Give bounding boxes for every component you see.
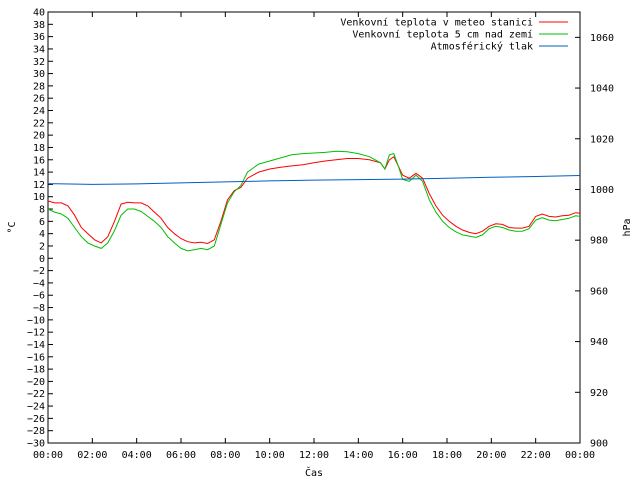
y-left-tick-label: 10 xyxy=(33,192,45,203)
y-left-ticks: −30−28−26−24−22−20−18−16−14−12−10−8−6−4−… xyxy=(27,8,53,450)
x-tick-label: 14:00 xyxy=(343,450,373,461)
y-left-tick-label: 36 xyxy=(33,32,45,43)
y-left-tick-label: −4 xyxy=(33,278,45,289)
legend-label: Venkovní teplota 5 cm nad zemí xyxy=(352,29,533,41)
y-left-tick-label: −28 xyxy=(27,426,45,437)
y-left-tick-label: 24 xyxy=(33,106,45,117)
y-left-tick-label: −16 xyxy=(27,352,45,363)
legend-label: Venkovní teplota v meteo stanici xyxy=(340,17,533,29)
y-right-tick-label: 1000 xyxy=(590,185,614,196)
y-left-tick-label: 6 xyxy=(39,217,45,228)
y-right-ticks: 900 920 940 960 980 1000 1020 1040 1060 xyxy=(575,33,614,450)
series-layer xyxy=(47,150,581,252)
y-left-tick-label: −10 xyxy=(27,315,45,326)
y-right-tick-label: 960 xyxy=(590,286,608,297)
y-left-tick-label: 32 xyxy=(33,57,45,68)
x-tick-label: 04:00 xyxy=(122,450,152,461)
y-left-tick-label: 34 xyxy=(33,44,45,55)
y-right-tick-label: 1060 xyxy=(590,33,614,44)
y-left-tick-label: 2 xyxy=(39,241,45,252)
y-right-tick-label: 940 xyxy=(590,337,608,348)
x-axis-label: Čas xyxy=(305,466,323,479)
y-left-tick-label: −14 xyxy=(27,340,45,351)
y-left-tick-label: 22 xyxy=(33,118,45,129)
y-left-tick-label: 12 xyxy=(33,180,45,191)
y-left-tick-label: −12 xyxy=(27,328,45,339)
x-tick-label: 12:00 xyxy=(299,450,329,461)
y-left-tick-label: 28 xyxy=(33,81,45,92)
y-right-tick-label: 1020 xyxy=(590,134,614,145)
y-left-tick-label: 14 xyxy=(33,168,45,179)
series-line-3 xyxy=(47,175,581,185)
y-left-tick-label: 26 xyxy=(33,94,45,105)
y-left-tick-label: 16 xyxy=(33,155,45,166)
y-right-tick-label: 900 xyxy=(590,439,608,450)
x-ticks: 00:00 02:00 04:00 06:00 08:00 10:00 12:00 14:00… xyxy=(33,12,595,461)
x-tick-label: 16:00 xyxy=(388,450,418,461)
y-left-tick-label: −6 xyxy=(33,291,45,302)
y-left-tick-label: −2 xyxy=(33,266,45,277)
y-left-tick-label: −30 xyxy=(27,439,45,450)
legend: Venkovní teplota v meteo staniciVenkovní… xyxy=(340,17,568,53)
y-left-tick-label: −22 xyxy=(27,389,45,400)
x-tick-label: 06:00 xyxy=(166,450,196,461)
y-left-axis-label: °C xyxy=(7,221,18,233)
x-tick-label: 02:00 xyxy=(77,450,107,461)
y-left-tick-label: 18 xyxy=(33,143,45,154)
series-line-2 xyxy=(47,150,581,252)
x-tick-label: 00:00 xyxy=(565,450,595,461)
y-right-tick-label: 980 xyxy=(590,236,608,247)
x-tick-label: 22:00 xyxy=(521,450,551,461)
y-right-axis-label: hPa xyxy=(622,218,633,236)
y-left-tick-label: 30 xyxy=(33,69,45,80)
x-tick-label: 18:00 xyxy=(432,450,462,461)
legend-label: Atmosférický tlak xyxy=(431,41,533,53)
y-right-tick-label: 920 xyxy=(590,388,608,399)
y-left-tick-label: −26 xyxy=(27,414,45,425)
y-left-tick-label: −24 xyxy=(27,402,45,413)
y-left-tick-label: −18 xyxy=(27,365,45,376)
y-left-tick-label: −20 xyxy=(27,377,45,388)
x-tick-label: 20:00 xyxy=(476,450,506,461)
y-left-tick-label: 8 xyxy=(39,205,45,216)
y-left-tick-label: 40 xyxy=(33,8,45,19)
y-left-tick-label: 0 xyxy=(39,254,45,265)
y-left-tick-label: 38 xyxy=(33,20,45,31)
x-tick-label: 10:00 xyxy=(255,450,285,461)
y-right-tick-label: 1040 xyxy=(590,84,614,95)
series-line-1 xyxy=(47,155,581,245)
x-tick-label: 00:00 xyxy=(33,450,63,461)
x-tick-label: 08:00 xyxy=(210,450,240,461)
y-left-tick-label: 20 xyxy=(33,131,45,142)
y-left-tick-label: 4 xyxy=(39,229,45,240)
y-left-tick-label: −8 xyxy=(33,303,45,314)
